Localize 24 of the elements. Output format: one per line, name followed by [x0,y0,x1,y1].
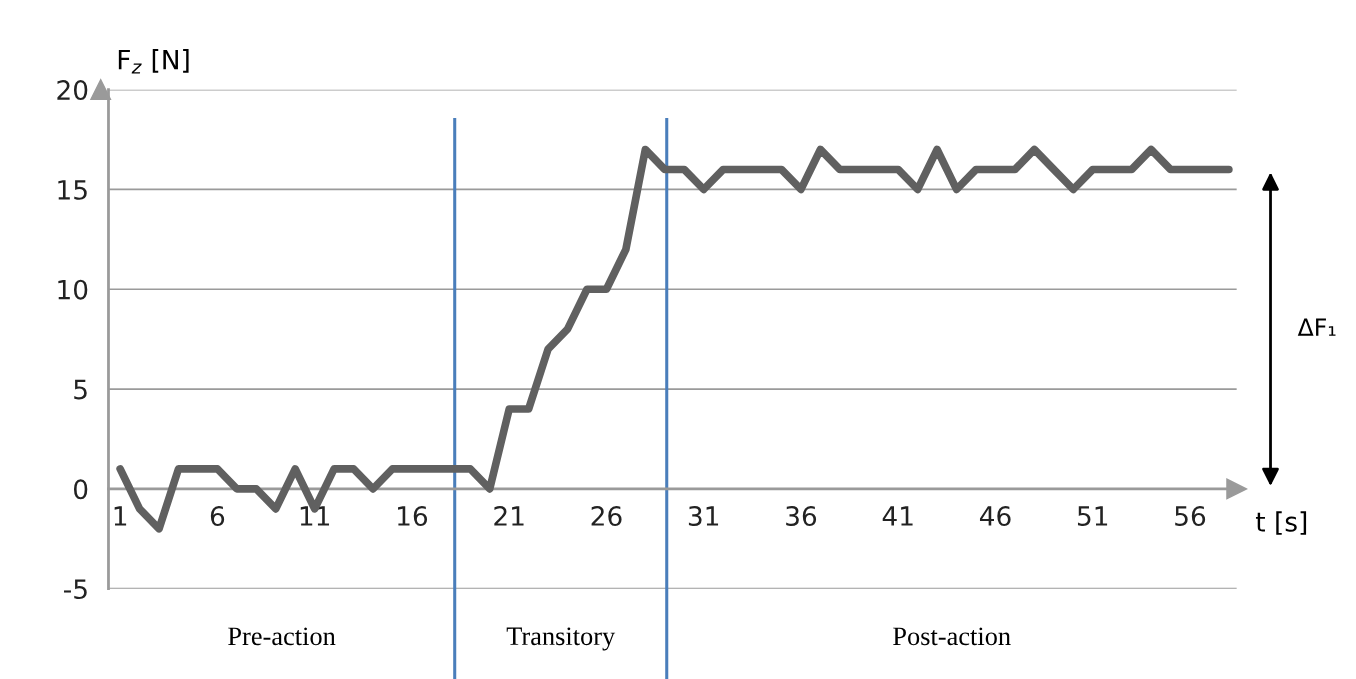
text: ΔF₁ [1297,318,1336,336]
text: Transitory [506,627,616,651]
x-axis-title: t [s] [1255,511,1307,535]
y-tick-label: 0 [73,479,88,500]
text: Pre-action [228,627,336,646]
x-tick-label: 6 [210,506,225,526]
x-tick-label: 1 [114,506,127,526]
x-tick-label: 26 [591,506,622,526]
x-tick-label: 31 [688,506,719,526]
x-tick-label: 46 [979,506,1011,526]
x-tick-label: 16 [398,506,428,526]
y-tick-label: 15 [58,180,87,200]
y-tick-label: 10 [58,279,88,300]
x-tick-label: 51 [1077,506,1108,526]
y-tick-label: -5 [64,579,87,600]
x-tick-label: 11 [300,506,330,526]
text: Post-action [893,627,1011,646]
y-axis-title: F$_{z}$ [N] [118,49,189,74]
x-tick-label: 56 [1175,506,1206,526]
y-tick-label: 20 [57,80,88,101]
x-tick-label: 21 [494,506,524,526]
x-tick-label: 41 [882,506,913,526]
y-tick-label: 5 [74,379,87,400]
x-tick-label: 36 [786,506,817,526]
